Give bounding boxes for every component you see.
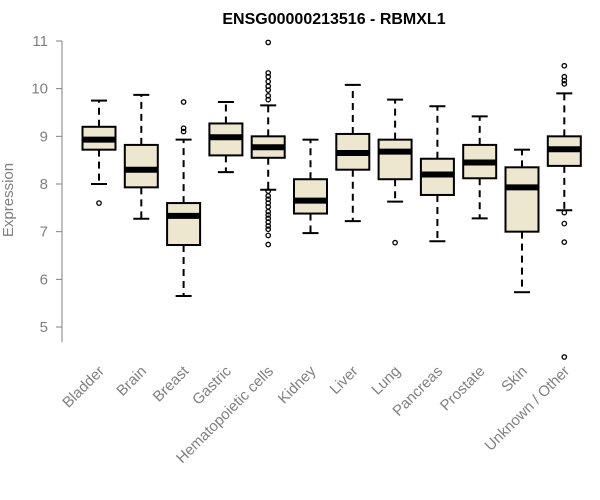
outlier-point [561,354,568,360]
outlier-point [180,125,187,132]
outlier-point [265,223,272,229]
box-7 [335,83,371,223]
y-tick-label: 8 [40,176,48,193]
outlier-point [265,241,272,248]
box-10 [462,115,498,220]
outlier-point [561,77,568,84]
outlier-point [561,81,568,87]
box-1 [81,99,117,206]
outlier-point [561,239,568,246]
outlier-point [265,232,272,239]
outlier-point [265,96,272,103]
y-axis: 5 6 7 8 9 10 11 [31,33,63,342]
y-tick-label: 10 [31,81,48,98]
iqr-box [166,202,202,247]
category-label: Bladder [59,363,108,412]
y-tick-label: 5 [40,319,48,336]
outlier-point [265,212,272,218]
box-12 [546,62,582,360]
outlier-point [265,39,272,46]
iqr-box [293,178,328,215]
y-tick-label: 9 [40,128,48,145]
category-label: Liver [327,363,362,398]
outlier-point [265,87,272,93]
boxes [81,39,582,360]
box-6 [293,138,328,235]
outlier-point [265,193,272,199]
outlier-point [180,99,187,105]
box-5 [250,39,286,248]
outlier-point [561,62,568,69]
outlier-point [561,220,568,227]
category-label: Lung [368,363,404,399]
y-tick-label: 11 [32,33,48,50]
box-8 [377,98,413,246]
category-label: Skin [498,363,531,396]
category-label: Kidney [275,362,320,407]
box-11 [504,148,540,294]
box-3 [166,99,202,298]
category-label: Prostate [437,363,489,415]
y-tick-label: 7 [40,224,48,241]
outlier-point [392,239,398,246]
iqr-box [504,166,540,233]
iqr-box [377,138,413,181]
outlier-point [265,208,272,215]
iqr-box [123,143,159,189]
box-4 [208,101,244,174]
category-label: Brain [113,363,150,400]
outlier-point [265,78,272,85]
box-9 [419,105,455,243]
y-tick-label: 6 [40,271,48,288]
chart-title: ENSG00000213516 - RBMXL1 [222,11,445,28]
outlier-point [561,209,568,216]
box-2 [123,93,159,220]
outlier-point [180,128,187,135]
y-axis-title: Expression [0,163,17,237]
outlier-point [96,200,102,206]
outlier-point [265,226,272,233]
category-label: Breast [150,362,193,405]
